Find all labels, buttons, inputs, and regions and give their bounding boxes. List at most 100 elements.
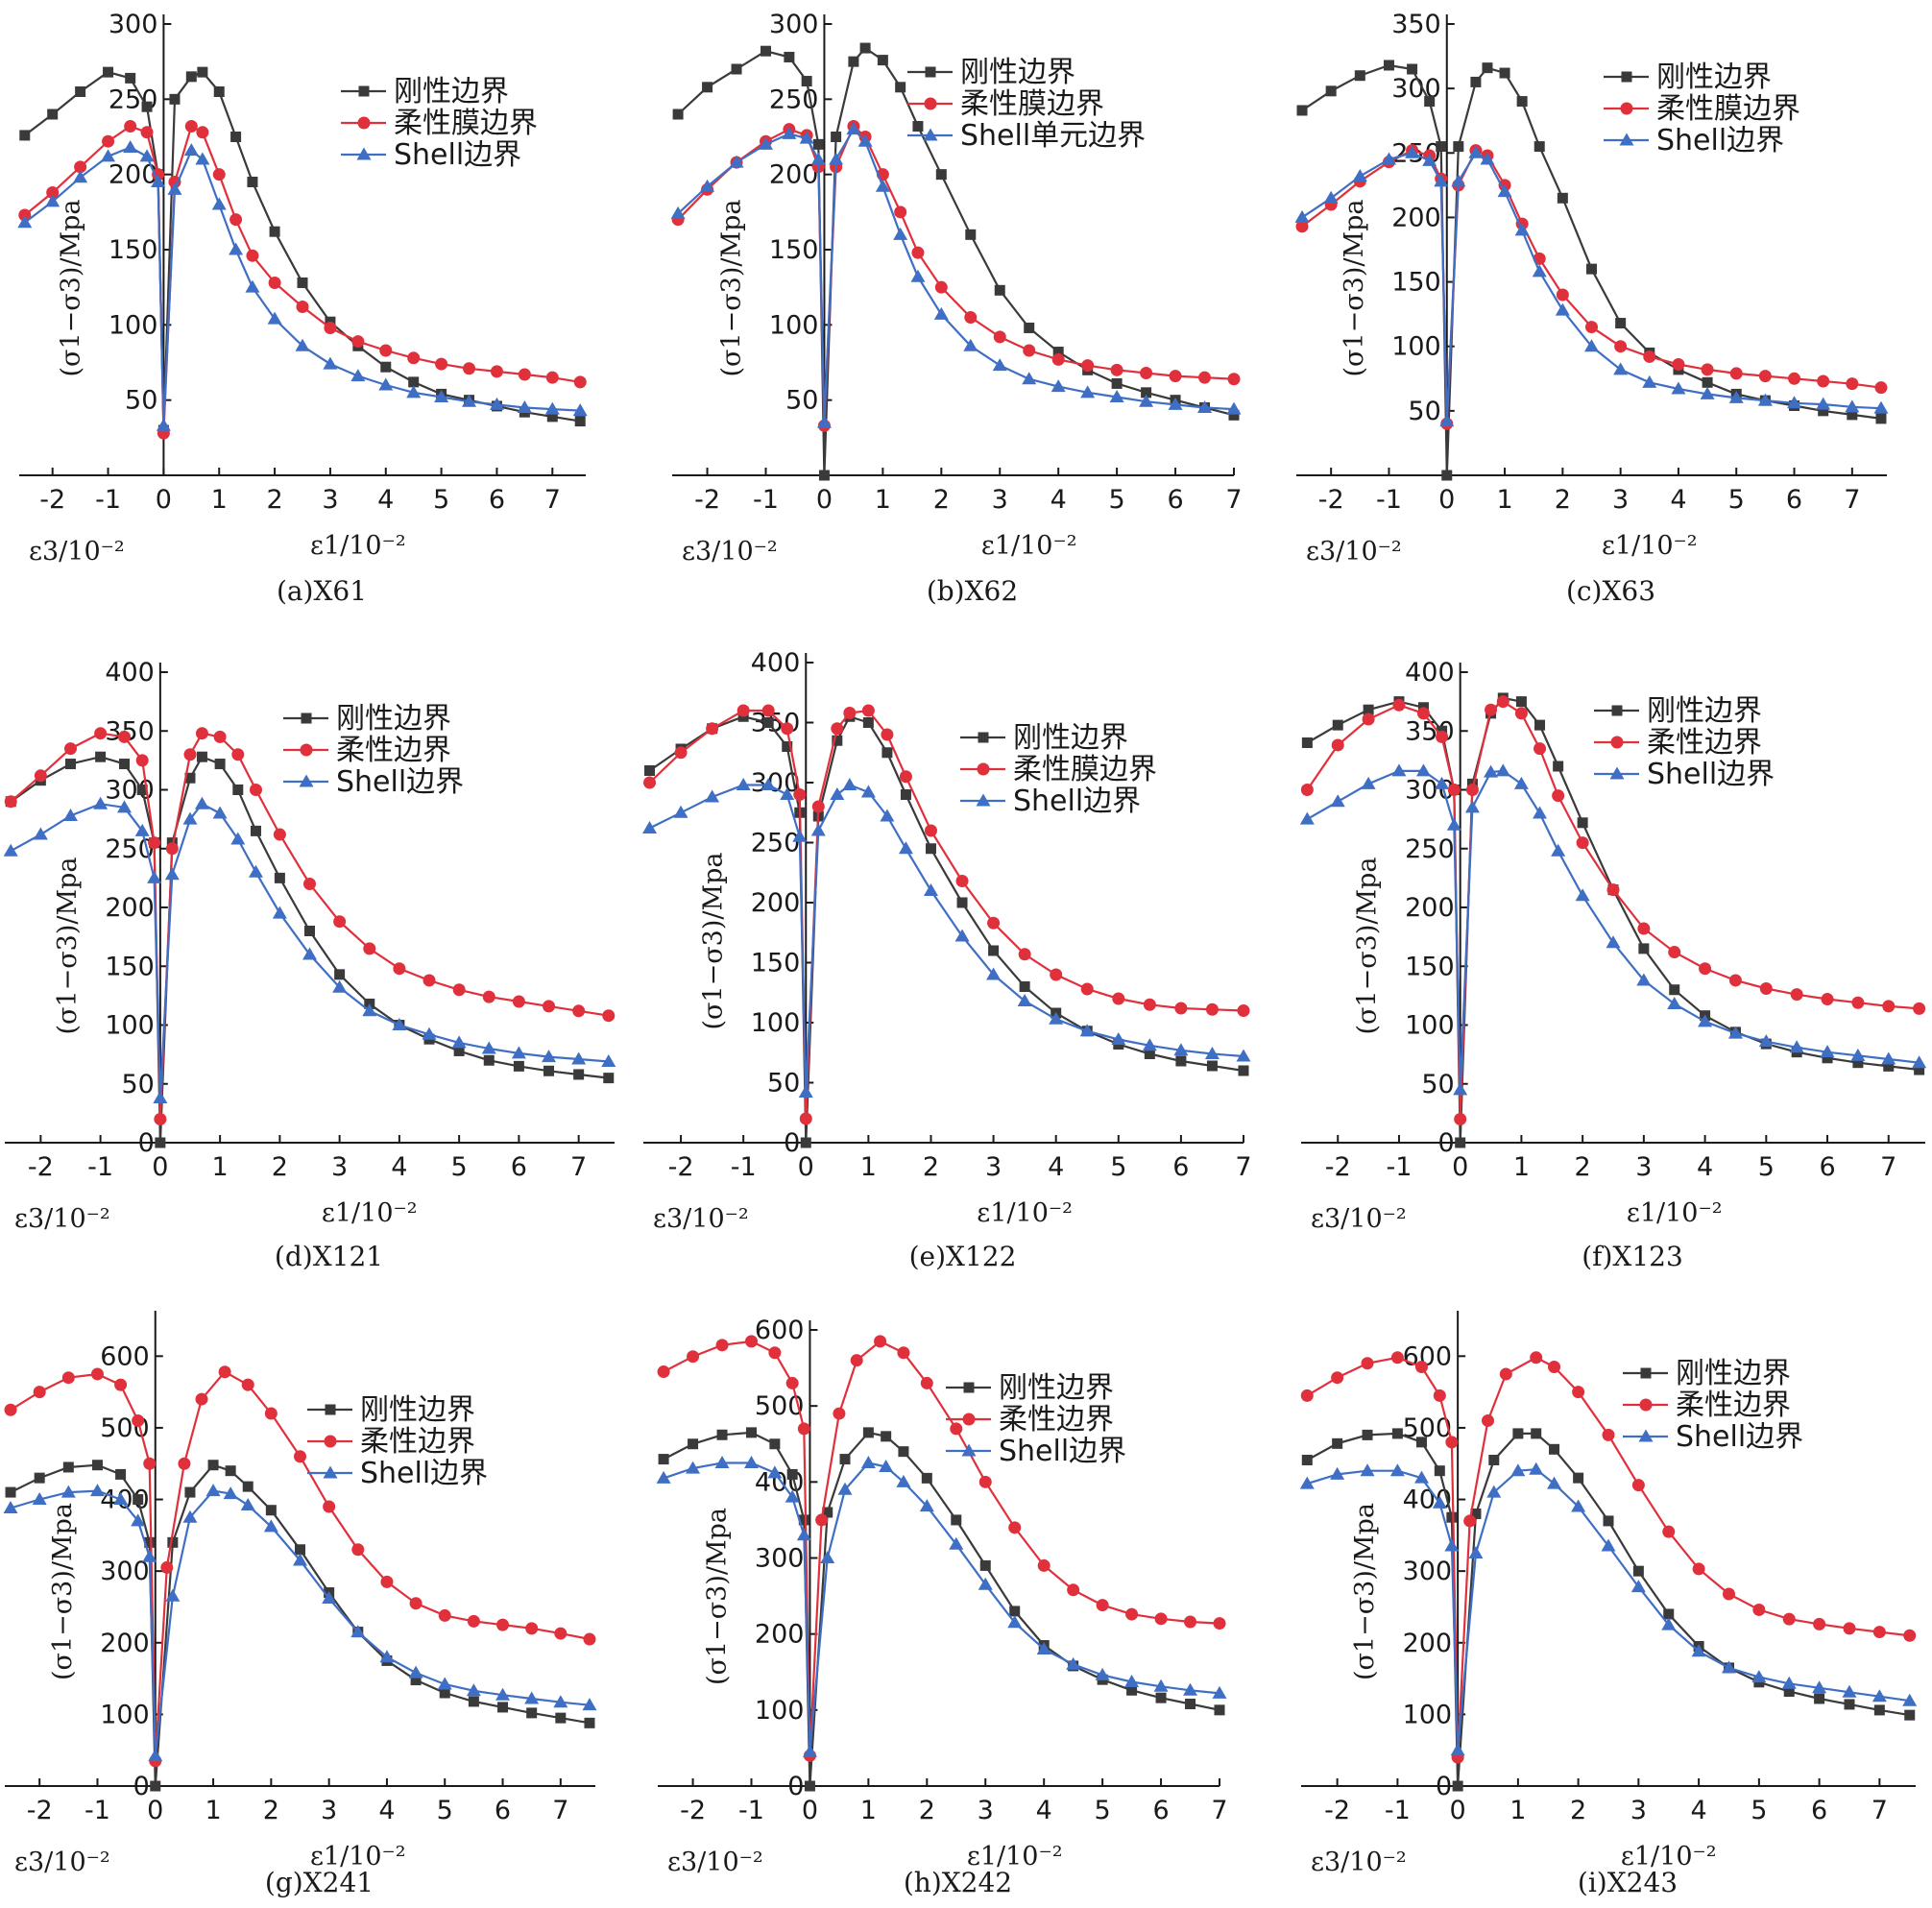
data-point [1434,174,1449,187]
series-triangle [3,1484,597,1762]
data-point [241,1378,254,1391]
data-point [782,126,797,139]
x-tick-label: -1 [87,1152,113,1182]
data-point [874,1335,887,1348]
data-point [334,969,346,980]
legend-marker [961,1443,977,1457]
data-point [245,279,260,293]
data-point [1881,1051,1896,1065]
x-tick-label: -2 [1324,1796,1350,1825]
legend-marker [357,116,371,130]
data-point [1499,67,1510,79]
data-point [729,155,744,168]
x-tick-label: -2 [1325,1152,1351,1182]
data-point [895,82,906,93]
panel-caption: (i)X243 [1578,1867,1678,1898]
data-point [495,1687,511,1701]
data-point [767,1465,783,1479]
data-point [1413,1470,1429,1484]
data-point [582,1698,597,1711]
data-point [1390,1351,1404,1365]
data-point [1080,982,1094,996]
data-point [584,1717,595,1728]
series-triangle [656,1456,1227,1757]
legend-label: 刚性边界 [394,75,509,109]
data-point [785,1376,799,1389]
data-point [1663,1608,1675,1620]
data-point [90,1367,104,1381]
data-point [196,751,207,762]
data-point [555,1712,567,1724]
data-point [250,825,261,836]
panel-caption: (e)X122 [909,1241,1017,1272]
data-point [1140,366,1153,379]
series-line [649,784,1244,1093]
data-point [978,1475,992,1488]
data-point [17,215,33,229]
data-point [102,134,115,148]
data-point [1557,192,1568,204]
data-point [350,1625,366,1638]
series-triangle [17,139,588,431]
legend-entry: Shell边界 [960,785,1141,818]
x-tick-label: 3 [1630,1796,1647,1825]
legend-label: 柔性边界 [1676,1389,1791,1422]
data-point [1434,1465,1445,1477]
legend-entry: 柔性边界 [946,1403,1114,1437]
data-point [114,1378,128,1391]
data-point [406,385,422,399]
data-point [144,1536,156,1548]
legend-label: 柔性边界 [360,1425,475,1459]
data-point [212,168,226,181]
panel-caption: (d)X121 [275,1241,383,1272]
y-tick-label: 50 [1408,397,1440,426]
data-point [1332,719,1343,731]
x-tick-label: 5 [451,1152,468,1182]
legend-marker [1640,1367,1652,1379]
data-point [115,1468,127,1480]
x-tick-label: 5 [1109,485,1125,515]
data-point [810,152,826,165]
x-axis-label-left: ε3/10⁻² [14,1848,110,1877]
data-point [935,169,947,181]
data-point [674,746,688,760]
data-point [518,368,531,381]
x-tick-label: 3 [331,1152,348,1182]
data-point [1671,381,1686,395]
data-point [1452,1780,1463,1792]
data-point [229,242,244,255]
data-point [1008,1521,1022,1534]
data-point [1415,763,1431,777]
data-point [1168,397,1183,410]
data-point [1422,153,1437,166]
data-point [897,1346,910,1360]
data-point [60,1485,76,1498]
data-point [167,1536,179,1548]
series-line [663,1461,1220,1752]
data-point [1701,363,1714,376]
y-axis-label: (σ1−σ3)/Mpa [53,857,83,1034]
data-point [195,152,210,165]
data-point [925,843,936,855]
data-point [1363,704,1374,715]
legend-marker [1620,102,1633,115]
data-point [150,1780,161,1792]
x-tick-label: 2 [919,1796,935,1825]
data-point [133,1494,144,1506]
data-point [1484,764,1499,778]
data-point [213,730,227,743]
data-point [1238,1065,1249,1076]
legend-entry: 柔性膜边界 [341,107,538,140]
x-tick-label: -2 [1318,485,1344,515]
data-point [3,843,18,857]
data-point [602,1009,616,1023]
legend-marker [1609,766,1625,780]
y-axis-label: (σ1−σ3)/Mpa [1350,1503,1380,1680]
data-point [272,906,287,919]
x-tick-label: 1 [212,1152,229,1182]
y-axis-label: (σ1−σ3)/Mpa [702,1508,732,1685]
data-point [33,1386,46,1399]
data-point [151,175,166,187]
data-point [75,86,86,97]
data-point [1575,888,1590,902]
